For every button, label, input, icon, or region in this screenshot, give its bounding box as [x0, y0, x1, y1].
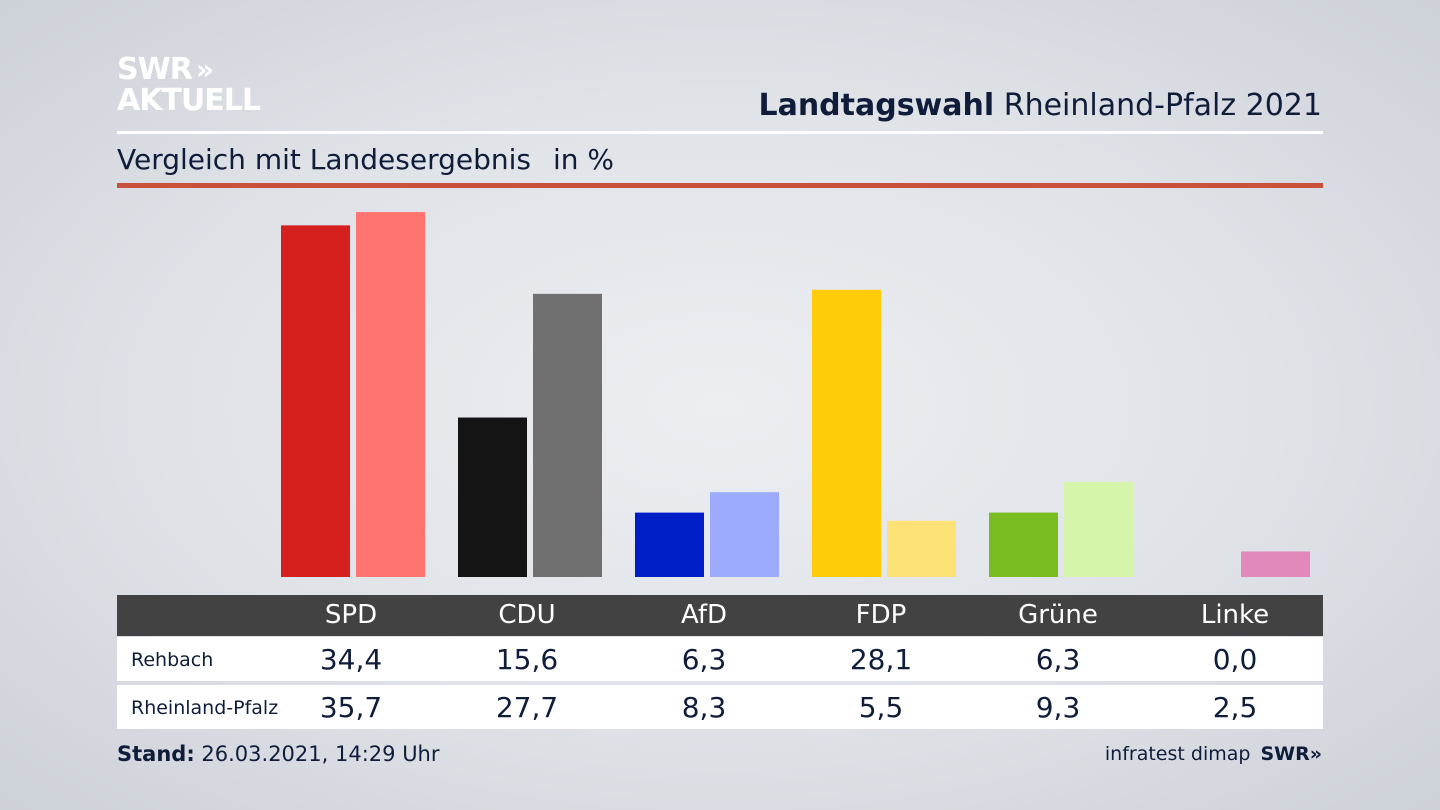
- table-cell: 27,7: [495, 691, 559, 724]
- swr-logo-small: SWR»: [1260, 743, 1322, 765]
- stand-value: 26.03.2021, 14:29 Uhr: [201, 742, 440, 766]
- bar-gruene-state: [1064, 481, 1133, 577]
- chart-title-rest: Rheinland-Pfalz 2021: [1003, 88, 1322, 123]
- table-cell: 0,0: [1212, 643, 1258, 676]
- table-cell: 6,3: [681, 643, 727, 676]
- column-header: Linke: [1200, 600, 1270, 630]
- timestamp: Stand: 26.03.2021, 14:29 Uhr: [117, 741, 440, 767]
- chevron-right-icon: »: [1309, 743, 1322, 765]
- table-cell: 35,7: [319, 691, 383, 724]
- source-text: infratest dimap: [1104, 743, 1251, 765]
- bar-gruene-local: [989, 512, 1058, 577]
- table-cell: 28,1: [849, 643, 913, 676]
- table-cell: 6,3: [1035, 643, 1081, 676]
- bar-afd-local: [635, 512, 704, 577]
- swr-aktuell-logo: SWR» AKTUELL: [117, 52, 261, 118]
- source-credit: infratest dimap SWR»: [1105, 741, 1322, 767]
- title-divider: [117, 131, 1323, 134]
- bar-fdp-state: [887, 520, 956, 577]
- table-cell: 15,6: [495, 643, 559, 676]
- table-header-row: SPD CDU AfD FDP Grüne Linke: [117, 595, 1323, 636]
- bar-cdu-state: [533, 293, 602, 577]
- results-table: SPD CDU AfD FDP Grüne Linke Rehbach 34,4 15,6 6…: [117, 595, 1323, 729]
- chart-title: Landtagswahl Rheinland-Pfalz 2021: [758, 86, 1322, 126]
- stand-label: Stand:: [117, 742, 195, 766]
- table-row: Rehbach 34,4 15,6 6,3 28,1 6,3 0,0: [117, 637, 1323, 681]
- logo-line1: SWR: [117, 52, 193, 87]
- row-label: Rehbach: [131, 649, 214, 671]
- table-cell: 34,4: [319, 643, 383, 676]
- column-header: AfD: [680, 600, 728, 630]
- table-cell: 8,3: [681, 691, 727, 724]
- chart-title-bold: Landtagswahl: [758, 88, 995, 123]
- accent-divider: [117, 183, 1323, 188]
- bar-cdu-local: [458, 417, 527, 577]
- table-row: Rheinland-Pfalz 35,7 27,7 8,3 5,5 9,3 2,5: [117, 685, 1323, 729]
- table-cell: 5,5: [858, 691, 904, 724]
- table-cell: 2,5: [1212, 691, 1258, 724]
- column-header: SPD: [324, 600, 378, 630]
- unit-label: in %: [552, 143, 615, 176]
- column-header: CDU: [498, 600, 556, 630]
- bar-afd-state: [710, 492, 779, 577]
- bar-spd-state: [356, 212, 425, 578]
- swr-brand: SWR: [1260, 743, 1310, 765]
- table-cell: 9,3: [1035, 691, 1081, 724]
- bar-linke-state: [1241, 551, 1310, 577]
- row-label: Rheinland-Pfalz: [131, 697, 279, 719]
- bar-spd-local: [281, 225, 350, 577]
- column-header: Grüne: [1018, 600, 1098, 630]
- bar-fdp-local: [812, 289, 881, 577]
- logo-line2: AKTUELL: [117, 83, 261, 118]
- subtitle-text: Vergleich mit Landesergebnis: [117, 143, 531, 176]
- column-header: FDP: [855, 600, 907, 630]
- chart-subtitle: Vergleich mit Landesergebnis in %: [117, 142, 614, 178]
